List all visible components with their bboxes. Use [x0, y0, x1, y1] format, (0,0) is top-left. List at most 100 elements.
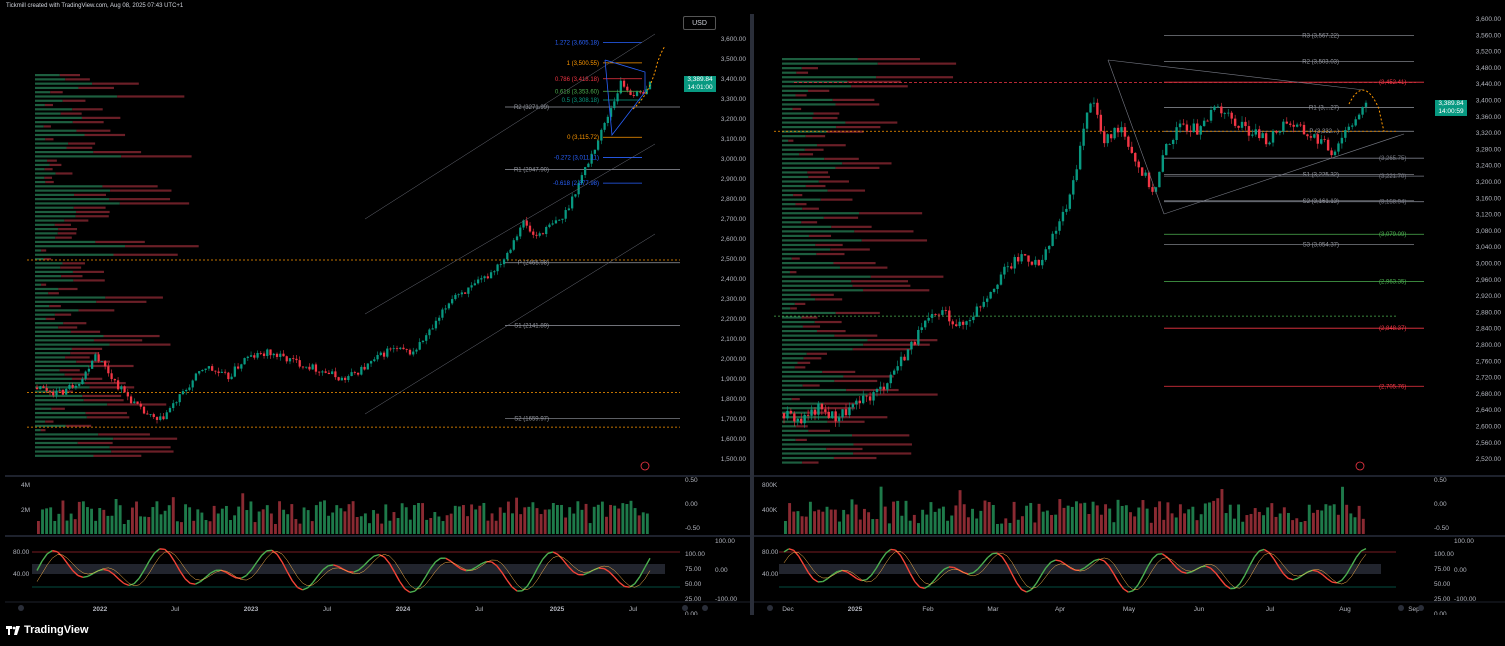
stochastic-line — [1312, 569, 1318, 573]
candle-body — [1333, 151, 1337, 156]
right-chart-pane[interactable]: R3 (3,567.22) R2 (3,503.03) R1 (3,...27) P … — [754, 14, 1505, 618]
volume-bar — [441, 521, 445, 534]
candle-body — [91, 360, 94, 369]
volume-bar — [167, 505, 171, 534]
volume-profile-bar-up — [782, 212, 860, 215]
volume-bar — [331, 512, 335, 534]
volume-profile-bar-down — [103, 334, 160, 338]
volume-profile-bar-up — [782, 221, 802, 224]
osc-axis-label: 75.00 — [685, 566, 702, 573]
volume-profile-bar-down — [51, 407, 65, 410]
volume-profile-bar-up — [782, 307, 791, 310]
volume-profile-bar-up — [35, 450, 112, 453]
osc-axis-label: 0.00 — [1434, 611, 1447, 615]
volume-profile-bar-up — [35, 352, 71, 355]
candle-body — [314, 364, 318, 372]
volume-profile-bar-up — [35, 330, 71, 333]
y-axis-tick-label: 3,280.00 — [1476, 146, 1502, 153]
stochastic-line — [1205, 565, 1212, 569]
candle-body — [1109, 134, 1113, 139]
candle-body — [295, 358, 298, 361]
volume-bar — [1187, 509, 1191, 534]
volume-bar — [233, 515, 237, 534]
volume-bar — [1070, 506, 1074, 534]
volume-profile-bar-down — [84, 133, 126, 137]
candle-body — [975, 306, 979, 317]
candle-body — [1230, 112, 1233, 119]
candle-body — [1068, 194, 1072, 209]
volume-profile-bar-up — [35, 215, 76, 218]
volume-bar — [249, 501, 253, 534]
candle-body — [1209, 109, 1213, 121]
volume-profile-bar-down — [57, 232, 77, 235]
candle-body — [1151, 187, 1154, 192]
tradingview-logo[interactable]: TradingView — [6, 624, 89, 636]
left-chart-svg[interactable]: R2 (3271.99) R1 (2947.90) P (2465.98) S1 (2… — [5, 14, 750, 618]
volume-bar — [887, 523, 891, 534]
candle-body — [1020, 254, 1023, 262]
volume-bar — [850, 499, 854, 534]
candle-body — [941, 310, 944, 315]
right-chart-svg[interactable]: R3 (3,567.22) R2 (3,503.03) R1 (3,...27) P … — [754, 14, 1505, 618]
stochastic-line — [184, 578, 191, 584]
volume-profile-bar-up — [782, 198, 821, 201]
volume-bar — [1311, 512, 1315, 534]
volume-profile-bar-down — [74, 193, 106, 196]
candle-body — [204, 368, 207, 370]
candle-body — [100, 361, 103, 362]
pivot-level-label: R2 (3,503.03) — [1302, 60, 1339, 66]
volume-profile-bar-up — [35, 121, 73, 124]
stochastic-line — [41, 553, 48, 562]
candle-body — [185, 389, 188, 392]
candle-body — [1206, 120, 1209, 122]
candle-body — [642, 92, 645, 95]
volume-profile-bar-down — [793, 194, 803, 197]
x-axis-tick-label: Jun — [1194, 606, 1205, 613]
stochastic-line — [190, 582, 196, 585]
candle-body — [175, 402, 178, 404]
volume-bar — [453, 505, 457, 534]
volume-profile-bar-down — [795, 203, 807, 206]
stochastic-line — [1113, 573, 1120, 583]
y-axis-tick-label: 2,500.00 — [721, 256, 747, 263]
volume-profile-bar-up — [35, 116, 82, 119]
volume-bar — [838, 521, 841, 534]
volume-bar — [417, 503, 420, 534]
volume-profile-bar-down — [818, 180, 849, 183]
left-chart-pane[interactable]: R2 (3271.99) R1 (2947.90) P (2465.98) S1 (2… — [5, 14, 750, 618]
candle-body — [1323, 139, 1326, 141]
candle-body — [489, 272, 493, 279]
candle-body — [789, 410, 793, 414]
volume-bar — [261, 509, 265, 534]
stochastic-line — [240, 574, 247, 579]
candle-body — [191, 380, 194, 388]
candle-body — [1302, 124, 1306, 135]
volume-profile-bar-up — [35, 142, 69, 145]
stochastic-line — [1035, 575, 1042, 584]
volume-profile-bar-down — [810, 293, 834, 296]
candle-body — [434, 320, 438, 329]
currency-button[interactable]: USD — [683, 16, 716, 30]
volume-profile-bar-down — [82, 394, 122, 398]
volume-profile-bar-down — [851, 85, 908, 88]
volume-profile-bar-down — [62, 99, 86, 102]
y-axis-tick-label: 3,240.00 — [1476, 163, 1502, 170]
stochastic-line — [1283, 573, 1289, 579]
volume-profile-bar-up — [35, 347, 72, 350]
candle-body — [84, 371, 87, 379]
candle-body — [1240, 121, 1244, 128]
x-axis-tick-label: Jul — [171, 606, 180, 613]
candle-body — [318, 371, 321, 373]
pane-divider[interactable] — [750, 14, 754, 615]
volume-profile-bar-down — [808, 429, 831, 432]
candle-body — [253, 355, 256, 358]
stochastic-line — [618, 581, 625, 588]
volume-bar — [572, 513, 576, 534]
volume-bar — [1324, 504, 1328, 534]
volume-bar — [1299, 522, 1303, 534]
volume-bar — [846, 514, 850, 534]
stochastic-line — [629, 583, 636, 588]
volume-profile-bar-down — [89, 364, 134, 368]
volume-bar — [617, 508, 621, 534]
osc-axis-label: -100.00 — [715, 596, 737, 603]
